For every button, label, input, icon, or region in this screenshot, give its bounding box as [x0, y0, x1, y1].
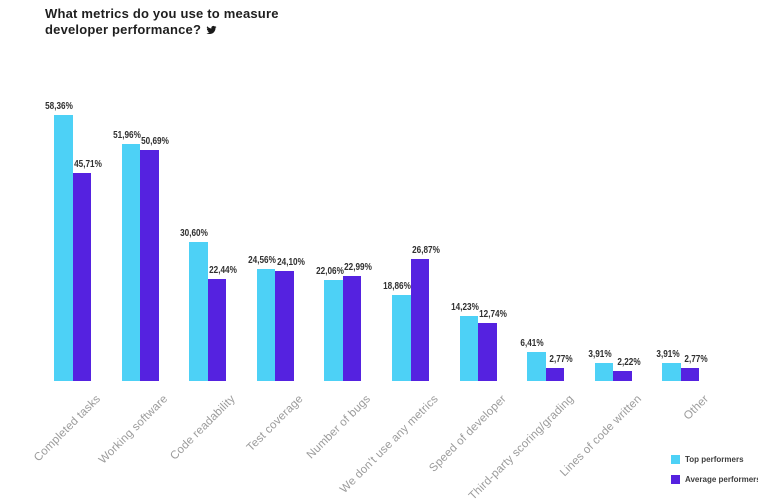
value-label-top-9: 3,91%: [656, 348, 680, 361]
value-label-top-2: 30,60%: [180, 226, 209, 239]
page-title-line2: developer performance?: [45, 22, 279, 38]
bar-avg-8: [613, 370, 632, 381]
page-title-line2-text: developer performance?: [45, 22, 202, 37]
bar-avg-4: [342, 276, 362, 381]
category-label-0: Completed tasks: [31, 393, 103, 465]
category-label-4: Number of bugs: [305, 393, 374, 462]
bar-avg-1: [140, 149, 159, 381]
value-label-top-7: 6,41%: [520, 336, 545, 349]
category-label-9: Other: [681, 393, 712, 423]
category-label-6: Speed of developer: [427, 393, 509, 475]
bar-avg-2: [207, 278, 227, 381]
value-label-top-6: 14,23%: [450, 301, 479, 314]
bar-top-2: [189, 241, 208, 381]
category-label-3: Test coverage: [244, 393, 306, 454]
value-label-avg-8: 2,22%: [616, 355, 641, 368]
value-label-avg-6: 12,74%: [479, 307, 508, 320]
value-label-top-3: 24,56%: [248, 254, 276, 267]
bar-avg-7: [545, 368, 565, 381]
value-label-avg-3: 24,10%: [276, 256, 305, 269]
bar-top-5: [392, 295, 411, 381]
bar-avg-3: [275, 271, 294, 381]
value-label-top-4: 22,06%: [315, 265, 344, 278]
bar-avg-0: [72, 172, 91, 381]
legend-label-top-performers: Top performers: [685, 455, 744, 464]
page-title: What metrics do you use to measure devel…: [45, 6, 279, 38]
value-label-avg-1: 50,69%: [141, 134, 170, 147]
value-label-top-5: 18,86%: [383, 280, 412, 293]
bar-avg-9: [680, 368, 700, 381]
value-label-top-1: 51,96%: [112, 129, 141, 142]
bar-top-6: [459, 316, 479, 381]
legend-item-top-performers: Top performers: [671, 455, 758, 464]
page-title-line1: What metrics do you use to measure: [45, 6, 279, 21]
bar-top-8: [594, 363, 614, 381]
twitter-icon[interactable]: [206, 23, 217, 35]
bar-top-4: [324, 280, 343, 381]
bar-avg-5: [410, 258, 429, 381]
value-label-top-8: 3,91%: [588, 348, 612, 361]
bar-top-0: [54, 114, 73, 381]
legend-swatch-top-performers: [671, 455, 680, 464]
value-label-avg-9: 2,77%: [684, 353, 708, 366]
value-label-avg-2: 22,44%: [209, 263, 237, 276]
bar-top-9: [662, 363, 681, 381]
bar-top-1: [121, 144, 141, 381]
bar-top-7: [527, 351, 546, 381]
legend-label-average-performers: Average performers: [685, 475, 758, 484]
legend-item-average-performers: Average performers: [671, 475, 758, 484]
value-label-avg-0: 45,71%: [73, 157, 102, 170]
bar-top-3: [256, 269, 276, 381]
chart-legend: Top performers Average performers: [671, 455, 758, 495]
bar-avg-6: [478, 322, 497, 381]
value-label-top-0: 58,36%: [45, 99, 74, 112]
category-label-1: Working software: [97, 393, 171, 467]
value-label-avg-4: 22,99%: [344, 261, 373, 274]
legend-swatch-average-performers: [671, 475, 680, 484]
value-label-avg-7: 2,77%: [549, 353, 573, 366]
value-label-avg-5: 26,87%: [411, 243, 440, 256]
category-label-2: Code readability: [168, 393, 239, 463]
